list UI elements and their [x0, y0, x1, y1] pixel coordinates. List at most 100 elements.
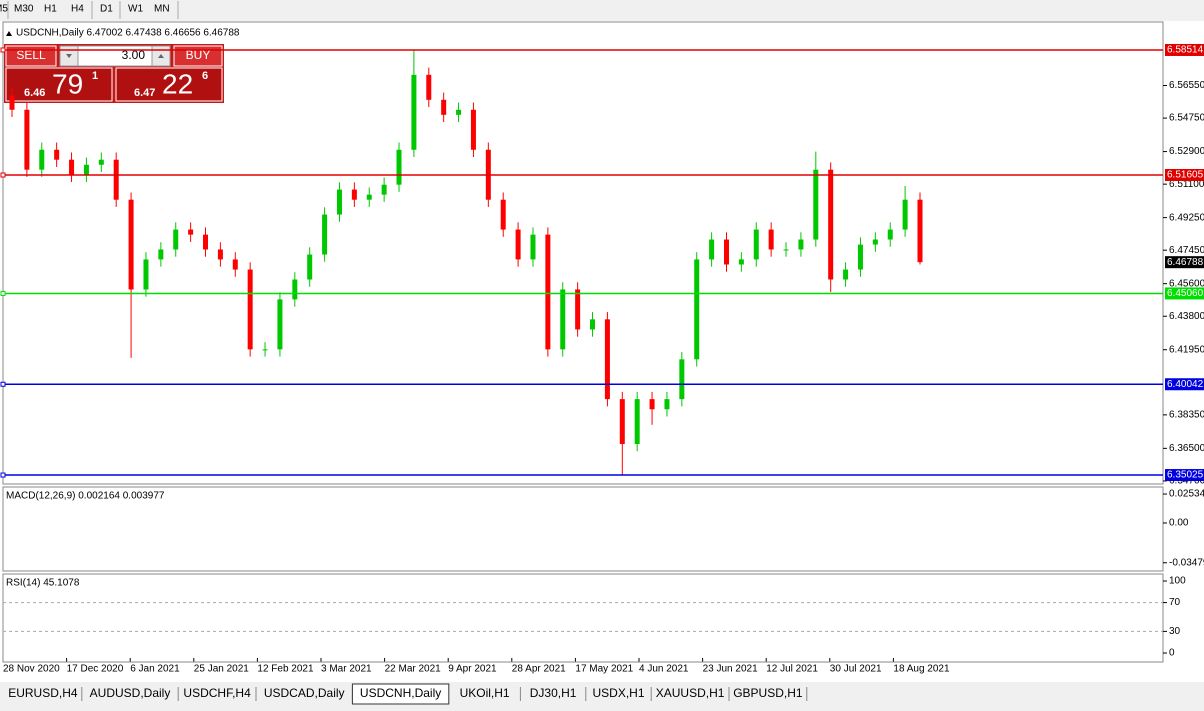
candle-body	[843, 269, 849, 280]
toolbar	[0, 0, 1204, 21]
y-tick-label: 6.51100	[1169, 179, 1204, 190]
timeframe-button[interactable]: H4	[71, 4, 84, 15]
candle-body	[619, 399, 625, 445]
candle-body	[560, 289, 566, 350]
candle-body	[649, 399, 655, 410]
x-tick-label: 18 Aug 2021	[893, 664, 950, 675]
timeframe-button[interactable]: H1	[44, 4, 57, 15]
candle-body	[217, 249, 223, 260]
y-tick-label: 6.54750	[1169, 113, 1204, 124]
x-tick-label: 30 Jul 2021	[830, 664, 882, 675]
candle-body	[664, 399, 670, 410]
candle-body	[232, 259, 238, 270]
candle-body	[173, 229, 179, 250]
candle-body	[24, 109, 30, 170]
candle-body	[411, 74, 417, 150]
tab[interactable]: USDCNH,Daily	[360, 686, 441, 700]
timeframe-bar: M5 M30 H1 H4 D1 W1 MN	[0, 1, 179, 19]
tab[interactable]: USDX,H1	[592, 686, 644, 700]
timeframe-button[interactable]: MN	[154, 4, 170, 15]
candle-body	[857, 244, 863, 270]
price-tag-label: 6.46788	[1167, 257, 1204, 268]
active-tab[interactable]	[351, 683, 450, 705]
y-tick-label: 6.49250	[1169, 212, 1204, 223]
level-tag-label: 6.45060	[1167, 288, 1204, 299]
candle-body	[262, 349, 268, 351]
chart-header: USDCNH,Daily 6.47002 6.47438 6.46656 6.4…	[16, 28, 240, 39]
tab-bar	[0, 682, 1204, 711]
x-tick-label: 17 May 2021	[575, 664, 633, 675]
price-tag	[1165, 256, 1204, 269]
candle-body	[738, 259, 744, 265]
level-tag-label: 6.58514	[1167, 45, 1204, 56]
candle-body	[9, 95, 15, 110]
timeframe-button[interactable]: M30	[14, 4, 34, 15]
tab[interactable]: UKOil,H1	[460, 686, 510, 700]
y-tick-label: 6.41950	[1169, 344, 1204, 355]
sell-prefix: 6.46	[24, 87, 45, 99]
x-tick-label: 25 Jan 2021	[194, 664, 249, 675]
lots-value[interactable]: 3.00	[122, 48, 146, 62]
y-tick-label: 6.43800	[1169, 311, 1204, 322]
buy-sup: 6	[202, 70, 208, 82]
candle-body	[128, 199, 134, 290]
tab[interactable]: GBPUSD,H1	[733, 686, 803, 700]
buy-button[interactable]	[173, 45, 223, 67]
y-tick-label: 6.34700	[1169, 476, 1204, 487]
buy-price-box[interactable]	[115, 67, 223, 102]
y-tick-label: 6.56550	[1169, 80, 1204, 91]
level-endpoint	[0, 172, 6, 178]
candle-body	[83, 164, 89, 175]
x-tick-label: 17 Dec 2020	[67, 664, 124, 675]
level-tag	[1165, 43, 1204, 56]
tab[interactable]: USDCAD,Daily	[264, 686, 345, 700]
x-tick-label: 23 Jun 2021	[703, 664, 758, 675]
level-endpoint	[0, 381, 6, 387]
candle-body	[456, 109, 462, 115]
candle-body	[336, 189, 342, 215]
pane-label: RSI(14) 45.1078	[6, 578, 80, 589]
y-tick-label: 6.45600	[1169, 278, 1204, 289]
candle-body	[917, 199, 923, 263]
buy-label[interactable]: BUY	[186, 48, 211, 62]
level-endpoint	[0, 290, 6, 296]
candle-body	[292, 279, 298, 300]
candle-body	[634, 399, 640, 445]
candle-body	[828, 169, 834, 280]
sell-big: 79	[52, 68, 83, 99]
x-tick-label: 9 Apr 2021	[448, 664, 497, 675]
tab[interactable]: DJ30,H1	[530, 686, 577, 700]
x-tick-label: 3 Mar 2021	[321, 664, 372, 675]
candle-body	[813, 169, 819, 240]
tab[interactable]: USDCHF,H4	[183, 686, 251, 700]
candle-body	[783, 249, 789, 251]
x-tick-label: 12 Jul 2021	[766, 664, 818, 675]
candle-body	[604, 319, 610, 400]
level-tag-label: 6.40042	[1167, 379, 1204, 390]
candle-body	[902, 199, 908, 230]
indicator-pane	[2, 573, 1164, 663]
y-tick-label: -0.03479	[1169, 557, 1204, 568]
candle-body	[69, 159, 75, 175]
timeframe-button[interactable]: M5	[0, 4, 8, 15]
candle-body	[203, 234, 209, 250]
y-tick-label: 100	[1169, 576, 1186, 587]
timeframe-button[interactable]: W1	[128, 4, 143, 15]
candle-body	[798, 239, 804, 250]
candle-body	[277, 299, 283, 350]
sell-label[interactable]: SELL	[16, 48, 46, 62]
candle-body	[426, 74, 432, 100]
x-tick-label: 6 Jan 2021	[130, 664, 180, 675]
candle-body	[545, 234, 551, 350]
timeframe-button[interactable]: D1	[100, 4, 113, 15]
tab[interactable]: XAUUSD,H1	[656, 686, 725, 700]
y-tick-label: 0	[1169, 648, 1175, 659]
y-tick-label: 0.025342	[1169, 489, 1204, 500]
indicator-pane	[2, 486, 1164, 572]
candle-body	[307, 254, 313, 280]
sell-price-box[interactable]	[5, 67, 113, 102]
sell-button[interactable]	[5, 45, 57, 67]
tab[interactable]: EURUSD,H4	[8, 686, 78, 700]
tab[interactable]: AUDUSD,Daily	[90, 686, 171, 700]
